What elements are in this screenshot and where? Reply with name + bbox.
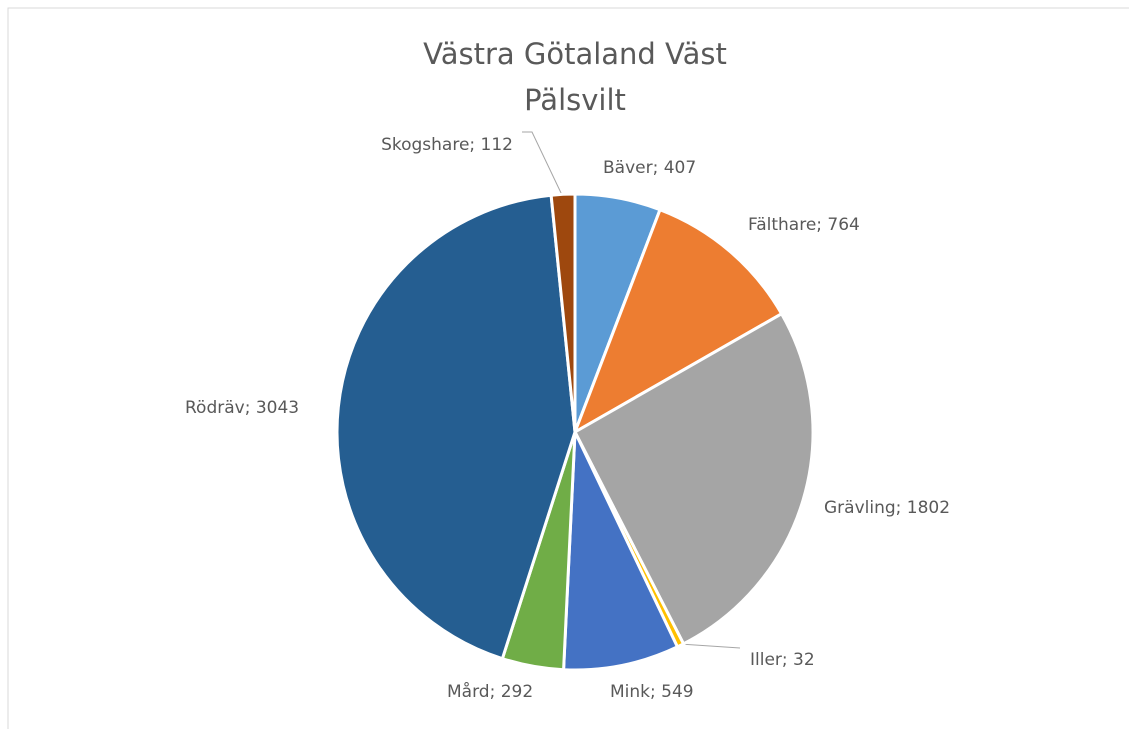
leader-line — [522, 131, 563, 196]
data-label: Mård; 292 — [447, 681, 533, 702]
data-label: Skogshare; 112 — [381, 135, 513, 155]
pie-slice: Mink — [562, 431, 680, 672]
slices: BäverFälthareGrävlingIllerMinkMårdRödräv… — [335, 192, 815, 672]
pie-slice: Skogshare — [549, 192, 577, 433]
data-label: Bäver; 407 — [603, 158, 696, 178]
pie-slice: Grävling — [573, 311, 815, 646]
pie-slice: Fälthare — [572, 207, 784, 436]
data-label: Fälthare; 764 — [748, 215, 860, 235]
pie-slice: Rödräv — [335, 193, 577, 661]
data-label: Rödräv; 3043 — [185, 398, 299, 418]
data-label: Mink; 549 — [610, 682, 694, 702]
chart-title: Västra Götaland Väst — [423, 37, 727, 71]
leader-line — [679, 643, 741, 649]
chart-title: Pälsvilt — [524, 83, 626, 117]
data-label: Grävling; 1802 — [824, 498, 950, 518]
data-label: Iller; 32 — [750, 650, 815, 670]
